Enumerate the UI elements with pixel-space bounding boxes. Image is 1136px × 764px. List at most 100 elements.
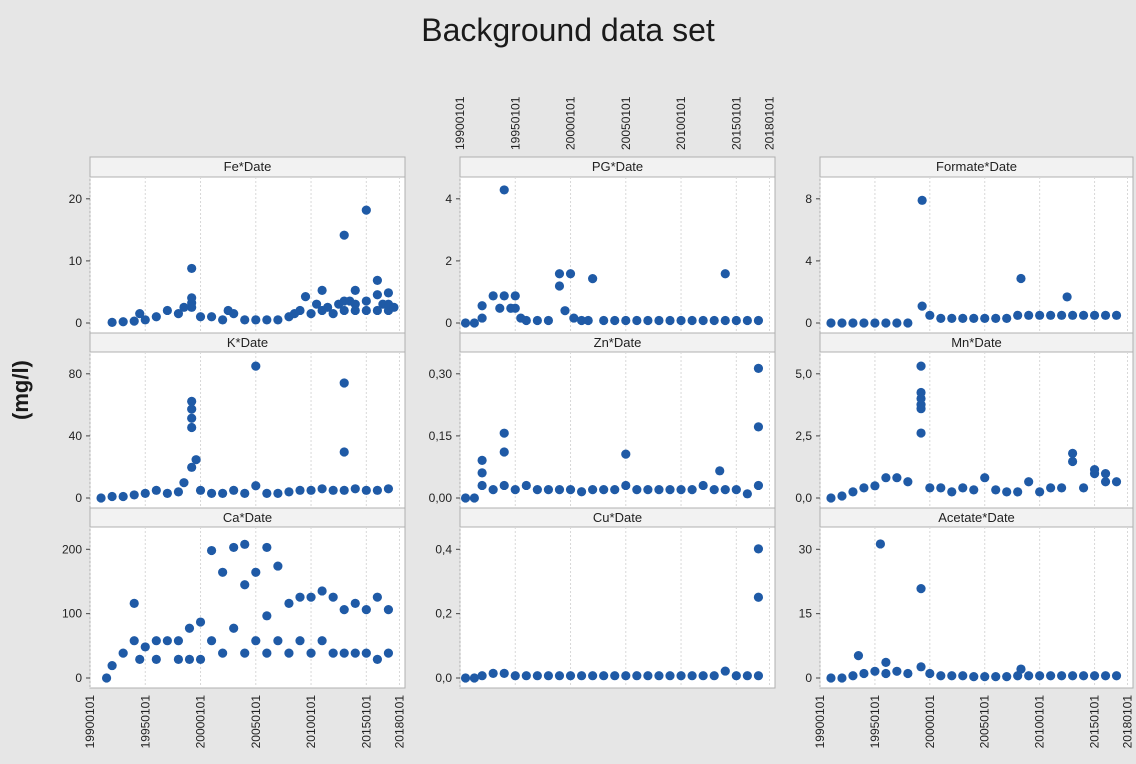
data-point (135, 308, 145, 319)
panel-title: PG*Date (592, 159, 643, 174)
data-point (870, 666, 880, 676)
y-tick-label: 100 (62, 607, 82, 621)
data-point (187, 396, 197, 406)
y-tick-label: 0 (445, 316, 452, 330)
data-point (742, 315, 752, 326)
x-tick-label-bottom-right: 20150101 (1088, 695, 1102, 749)
data-point (532, 485, 542, 495)
data-point (477, 301, 487, 311)
data-point (936, 483, 946, 493)
data-point (317, 484, 327, 494)
data-point (460, 318, 471, 328)
data-point (731, 485, 741, 495)
data-point (588, 485, 598, 495)
data-point (916, 662, 926, 672)
data-point (118, 648, 128, 658)
x-tick-label-bottom-left: 19900101 (83, 695, 97, 749)
data-point (129, 636, 139, 646)
panel-formate-date: Formate*Date 0 4 8 (805, 156, 1134, 334)
data-point (1016, 664, 1026, 674)
data-point (560, 306, 570, 316)
data-point (980, 313, 990, 323)
data-point (709, 315, 719, 326)
data-point (1013, 310, 1023, 320)
data-point (715, 466, 725, 476)
data-point (837, 491, 847, 501)
panel-header (459, 156, 776, 178)
data-point (295, 636, 305, 646)
panel-frame (459, 507, 776, 689)
data-point (521, 671, 531, 681)
data-point (469, 318, 479, 328)
panel-mn-date: Mn*Date 0,0 2,5 5,0 (795, 332, 1134, 509)
data-point (284, 648, 294, 658)
x-tick-label-top-middle: 19900101 (453, 96, 467, 150)
data-point (240, 648, 250, 658)
data-point (495, 303, 505, 313)
data-point (1002, 313, 1012, 323)
panel-acetate-date: Acetate*Date 0 15 30 (799, 507, 1134, 689)
data-point (709, 485, 719, 495)
data-point (372, 305, 382, 316)
data-point (654, 671, 664, 681)
y-tick-label: 0 (75, 316, 82, 330)
data-point (317, 285, 327, 295)
data-point (947, 487, 957, 497)
data-point (521, 480, 531, 491)
y-tick-label: 0,00 (429, 491, 453, 505)
data-point (576, 487, 587, 497)
data-point (488, 668, 498, 678)
data-point (295, 305, 305, 316)
data-point (599, 671, 609, 681)
data-point (317, 586, 327, 596)
y-tick-label: 30 (799, 542, 813, 556)
data-point (753, 671, 764, 681)
panel-title: Formate*Date (936, 159, 1017, 174)
data-point (621, 671, 631, 681)
data-point (969, 313, 979, 323)
panel-title: Fe*Date (224, 159, 272, 174)
data-point (251, 315, 261, 325)
data-point (1067, 456, 1078, 467)
data-point (229, 542, 239, 553)
data-point (1089, 469, 1100, 479)
data-point (372, 485, 382, 495)
data-point (576, 315, 587, 326)
data-point (958, 671, 968, 681)
data-point (720, 315, 730, 326)
data-point (837, 673, 847, 683)
data-point (632, 315, 642, 326)
data-point (610, 671, 620, 681)
chart-title: Background data set (421, 12, 715, 48)
data-point (753, 544, 764, 554)
data-point (195, 485, 206, 495)
y-tick-label: 0,4 (435, 542, 452, 556)
data-point (892, 666, 902, 676)
data-point (903, 668, 913, 679)
data-point (240, 488, 250, 498)
data-point (311, 299, 322, 309)
data-point (1046, 671, 1056, 681)
data-point (903, 318, 913, 328)
data-point (187, 413, 197, 423)
data-point (206, 312, 217, 322)
data-point (195, 312, 206, 322)
data-point (991, 672, 1001, 682)
data-point (129, 490, 139, 500)
data-point (554, 671, 565, 681)
data-point (339, 305, 349, 316)
data-point (339, 485, 349, 495)
x-tick-label-top-middle: 19950101 (508, 96, 522, 150)
data-point (917, 301, 927, 311)
data-point (903, 477, 913, 487)
data-point (753, 592, 764, 602)
x-tick-label-bottom-left: 20000101 (194, 695, 208, 749)
data-point (488, 291, 498, 301)
data-point (859, 483, 869, 493)
data-point (698, 671, 708, 681)
data-point (859, 318, 869, 328)
data-point (372, 654, 382, 664)
data-point (361, 305, 371, 316)
panel-ca-date: Ca*Date 0 100 200 (62, 507, 406, 689)
data-point (958, 313, 968, 323)
